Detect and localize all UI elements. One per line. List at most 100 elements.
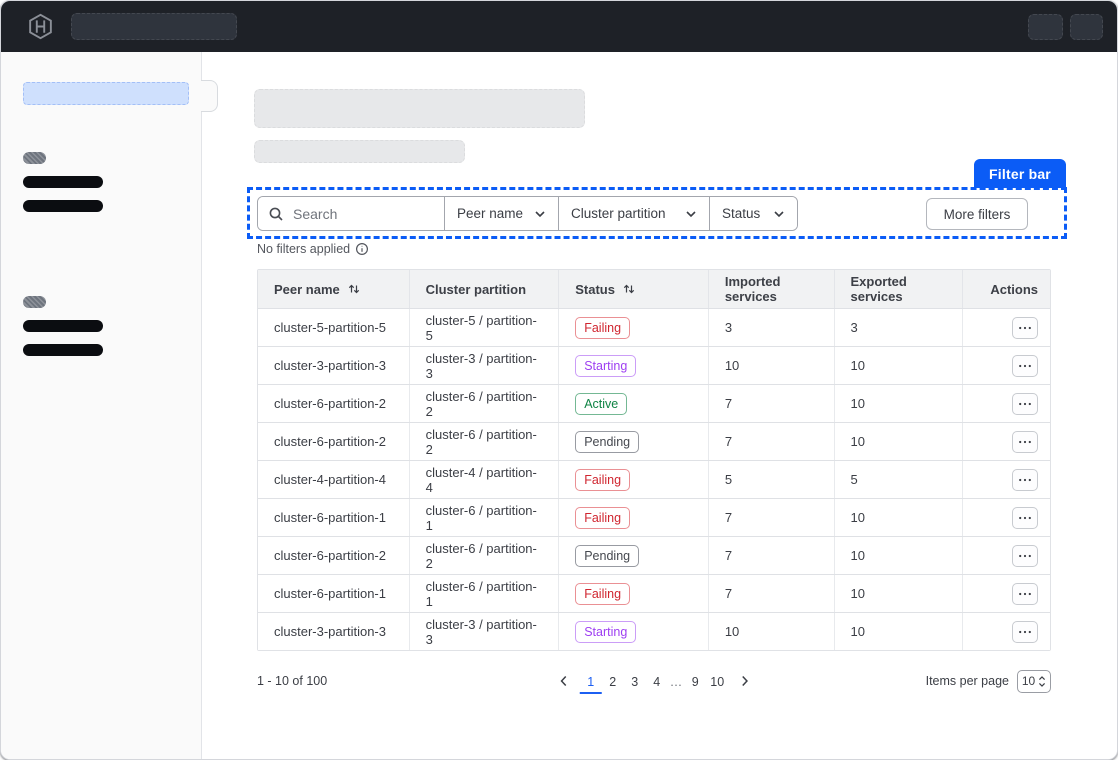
peer-name-cell: cluster-3-partition-3	[274, 624, 386, 639]
exported-services-cell: 10	[833, 347, 963, 384]
sidebar-collapse-handle[interactable]	[201, 80, 218, 112]
table-row: cluster-4-partition-4 cluster-4 / partiti…	[258, 460, 1050, 498]
peer-name-cell: cluster-6-partition-2	[274, 396, 386, 411]
row-actions-button[interactable]	[1012, 430, 1038, 453]
status-badge: Failing	[575, 468, 631, 491]
table-header-row: Peer name Cluster partition Status	[258, 270, 1050, 308]
sidebar-item-skeleton	[23, 344, 103, 356]
sidebar-section-label-skeleton	[23, 296, 46, 308]
page-button-2[interactable]: 2	[602, 669, 624, 693]
cluster-partition-cell: cluster-3 / partition-3	[408, 347, 559, 384]
filter-status-text: No filters applied	[257, 242, 351, 256]
ellipsis-icon	[1018, 592, 1032, 596]
peer-name-cell: cluster-6-partition-2	[274, 548, 386, 563]
ellipsis-icon	[1018, 326, 1032, 330]
column-header-label: Exported services	[850, 274, 907, 304]
info-icon[interactable]	[355, 242, 369, 256]
status-badge: Active	[575, 392, 628, 415]
imported-services-cell: 7	[707, 423, 834, 460]
column-header-label: Imported services	[724, 274, 781, 304]
table-row: cluster-6-partition-2 cluster-6 / partiti…	[258, 384, 1050, 422]
actions-cell	[962, 499, 1050, 536]
nav-help-skeleton	[1028, 13, 1063, 40]
page-button-10[interactable]: 10	[706, 669, 728, 693]
table-row: cluster-6-partition-2 cluster-6 / partiti…	[258, 536, 1050, 574]
column-header-label: Actions	[990, 281, 1038, 297]
ellipsis-icon	[1018, 364, 1032, 368]
status-badge: Failing	[575, 506, 631, 529]
status-cell: Active	[558, 385, 708, 422]
row-actions-button[interactable]	[1012, 354, 1038, 377]
imported-services-cell: 7	[707, 499, 834, 536]
cluster-partition-cell: cluster-4 / partition-4	[408, 461, 559, 498]
hashicorp-logo-icon	[27, 13, 54, 40]
items-per-page-value: 10	[1021, 674, 1036, 688]
sidebar-item-skeleton	[23, 200, 103, 212]
filter-status-row: No filters applied	[257, 242, 369, 256]
pagination-pages: 1 2 3 4… 9 10	[552, 669, 757, 694]
table-row: cluster-6-partition-1 cluster-6 / partiti…	[258, 574, 1050, 612]
row-actions-button[interactable]	[1012, 544, 1038, 567]
peer-name-dropdown[interactable]: Peer name	[444, 197, 558, 230]
pagination-bar: 1 - 10 of 100 1 2 3 4… 9 10 Items per page 10	[257, 661, 1051, 701]
chevron-down-icon	[534, 210, 546, 218]
status-badge: Failing	[575, 316, 631, 339]
items-per-page-select[interactable]: 10	[1017, 669, 1051, 693]
sort-icon	[622, 282, 636, 296]
page-button-1[interactable]: 1	[579, 670, 602, 694]
status-dropdown[interactable]: Status	[709, 197, 797, 230]
row-actions-button[interactable]	[1012, 506, 1038, 529]
column-header-exported-services: Exported services	[833, 270, 963, 308]
column-header-status[interactable]: Status	[558, 270, 708, 308]
page-button-4[interactable]: 4	[646, 669, 668, 693]
row-actions-button[interactable]	[1012, 316, 1038, 339]
imported-services-cell: 7	[707, 575, 834, 612]
column-header-label: Status	[575, 281, 615, 297]
page-subtitle-skeleton	[254, 140, 465, 163]
actions-cell	[962, 537, 1050, 574]
row-actions-button[interactable]	[1012, 620, 1038, 643]
actions-cell	[962, 309, 1050, 346]
imported-services-cell: 10	[707, 613, 834, 650]
exported-services-cell: 3	[833, 309, 963, 346]
peers-table: Peer name Cluster partition Status	[257, 269, 1051, 651]
imported-services-cell: 7	[707, 537, 834, 574]
nav-user-skeleton	[1070, 13, 1103, 40]
row-actions-button[interactable]	[1012, 468, 1038, 491]
column-header-cluster-partition: Cluster partition	[408, 270, 559, 308]
page-button-3[interactable]: 3	[624, 669, 646, 693]
exported-services-cell: 5	[833, 461, 963, 498]
sidebar-item-skeleton	[23, 320, 103, 332]
page-ellipsis: …	[669, 674, 683, 689]
ellipsis-icon	[1018, 554, 1032, 558]
row-actions-button[interactable]	[1012, 582, 1038, 605]
page-title-skeleton	[254, 89, 585, 128]
cluster-partition-cell: cluster-6 / partition-2	[408, 385, 559, 422]
status-cell: Failing	[558, 309, 708, 346]
peer-name-cell: cluster-6-partition-2	[274, 434, 386, 449]
more-filters-button[interactable]: More filters	[926, 198, 1028, 230]
exported-services-cell: 10	[833, 499, 963, 536]
filter-bar-annotation-label: Filter bar	[974, 159, 1066, 188]
page-button-9[interactable]: 9	[684, 669, 706, 693]
status-cell: Starting	[558, 347, 708, 384]
actions-cell	[962, 423, 1050, 460]
status-cell: Failing	[558, 499, 708, 536]
main-content: Filter bar Peer name	[202, 52, 1117, 759]
search-input[interactable]	[293, 205, 434, 222]
ellipsis-icon	[1018, 478, 1032, 482]
peer-name-cell: cluster-3-partition-3	[274, 358, 386, 373]
peer-name-dropdown-label: Peer name	[457, 206, 524, 221]
row-actions-button[interactable]	[1012, 392, 1038, 415]
cluster-partition-dropdown[interactable]: Cluster partition	[558, 197, 709, 230]
search-input-wrapper[interactable]	[258, 197, 444, 230]
sidebar-item-skeleton	[23, 176, 103, 188]
previous-page-button[interactable]	[552, 671, 576, 691]
select-chevrons-icon	[1038, 675, 1046, 688]
status-badge: Starting	[575, 354, 637, 377]
next-page-button[interactable]	[732, 671, 756, 691]
imported-services-cell: 10	[707, 347, 834, 384]
exported-services-cell: 10	[833, 537, 963, 574]
top-nav	[1, 1, 1117, 52]
column-header-peer-name[interactable]: Peer name	[258, 270, 409, 308]
